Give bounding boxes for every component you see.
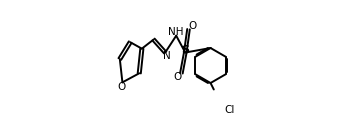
Text: N: N — [163, 51, 171, 61]
Text: O: O — [174, 72, 182, 82]
Text: O: O — [118, 82, 126, 92]
Text: S: S — [181, 45, 189, 55]
Text: O: O — [188, 21, 196, 31]
Text: Cl: Cl — [224, 105, 235, 115]
Text: NH: NH — [168, 28, 183, 37]
